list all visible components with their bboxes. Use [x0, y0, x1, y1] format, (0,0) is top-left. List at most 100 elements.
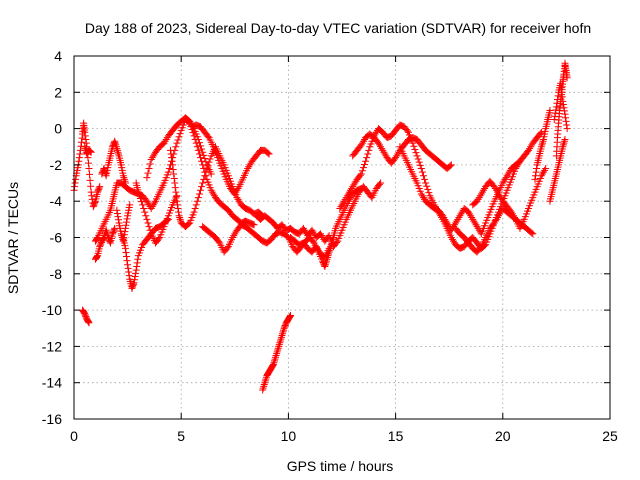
data-point: [113, 206, 121, 214]
data-point: [133, 259, 141, 267]
data-point: [562, 117, 570, 125]
data-point: [424, 185, 432, 193]
data-point: [274, 344, 282, 352]
data-point: [471, 219, 479, 227]
data-point: [100, 165, 108, 173]
data-point: [75, 157, 83, 165]
data-point: [250, 221, 258, 229]
data-point: [272, 351, 280, 359]
data-point: [175, 208, 183, 216]
data-point: [113, 145, 121, 153]
data-point: [525, 146, 533, 154]
data-point: [274, 346, 282, 354]
data-point: [147, 155, 155, 163]
data-point: [86, 176, 94, 184]
data-point: [347, 186, 355, 194]
data-point: [563, 121, 571, 129]
data-point: [338, 201, 346, 209]
data-point: [176, 215, 184, 223]
data-point: [551, 112, 559, 120]
data-point: [491, 184, 499, 192]
data-point: [148, 154, 156, 162]
data-point: [478, 188, 486, 196]
data-point: [560, 139, 568, 147]
data-point: [204, 161, 212, 169]
data-point: [234, 184, 242, 192]
y-tick-label: 2: [54, 84, 62, 100]
data-point: [172, 193, 180, 201]
data-point: [259, 386, 267, 394]
data-point: [469, 215, 477, 223]
data-point: [501, 175, 509, 183]
data-point: [277, 335, 285, 343]
data-point: [351, 179, 359, 187]
data-point: [123, 218, 131, 226]
data-point: [173, 201, 181, 209]
data-point: [80, 308, 88, 316]
data-point: [84, 159, 92, 167]
data-point: [233, 186, 241, 194]
data-point: [176, 130, 184, 138]
data-point: [453, 217, 461, 225]
data-point: [125, 272, 133, 280]
data-point: [376, 141, 384, 149]
data-point: [112, 141, 120, 149]
data-point: [84, 318, 92, 326]
data-point: [106, 238, 114, 246]
data-point: [275, 341, 283, 349]
data-point: [186, 117, 194, 125]
data-point: [448, 235, 456, 243]
data-point: [378, 145, 386, 153]
data-point: [364, 150, 372, 158]
data-point: [350, 181, 358, 189]
data-point: [348, 184, 356, 192]
data-point: [414, 155, 422, 163]
data-point: [72, 175, 80, 183]
data-point: [563, 125, 571, 133]
data-point: [209, 190, 217, 198]
data-point: [468, 214, 476, 222]
data-point: [365, 146, 373, 154]
data-point: [537, 143, 545, 151]
data-point: [124, 261, 132, 269]
data-point: [246, 161, 254, 169]
data-point: [363, 154, 371, 162]
data-point: [114, 150, 122, 158]
data-point: [200, 151, 208, 159]
data-point: [229, 234, 237, 241]
data-point: [480, 186, 488, 194]
y-tick-labels: -16 -14 -12 -10 -8 -6 -4 -2 0 2 4: [42, 48, 62, 427]
data-point: [425, 189, 433, 197]
data-point: [117, 230, 125, 238]
data-point: [559, 101, 567, 109]
data-point: [344, 190, 352, 198]
data-point: [456, 212, 464, 220]
data-point: [554, 92, 562, 100]
data-point: [403, 127, 411, 135]
data-point: [84, 317, 92, 325]
data-point: [340, 197, 348, 205]
data-point: [321, 261, 329, 269]
data-point: [71, 183, 79, 191]
data-point: [313, 244, 321, 252]
data-point: [446, 162, 454, 170]
data-point: [537, 172, 545, 180]
data-point: [322, 257, 330, 265]
x-tick-label: 10: [281, 428, 297, 444]
data-point: [199, 148, 207, 156]
data-point: [232, 188, 240, 196]
data-point: [490, 219, 498, 227]
data-point: [85, 165, 93, 173]
data-point: [346, 188, 354, 196]
y-tick-label: -14: [42, 375, 62, 391]
data-point: [141, 208, 149, 216]
data-point: [280, 326, 288, 334]
data-point: [149, 201, 157, 209]
data-point: [473, 197, 481, 205]
data-point: [358, 139, 366, 147]
data-point: [173, 197, 181, 205]
data-point: [464, 208, 472, 216]
data-point: [341, 195, 349, 203]
data-point: [215, 238, 223, 246]
data-point: [260, 382, 268, 390]
